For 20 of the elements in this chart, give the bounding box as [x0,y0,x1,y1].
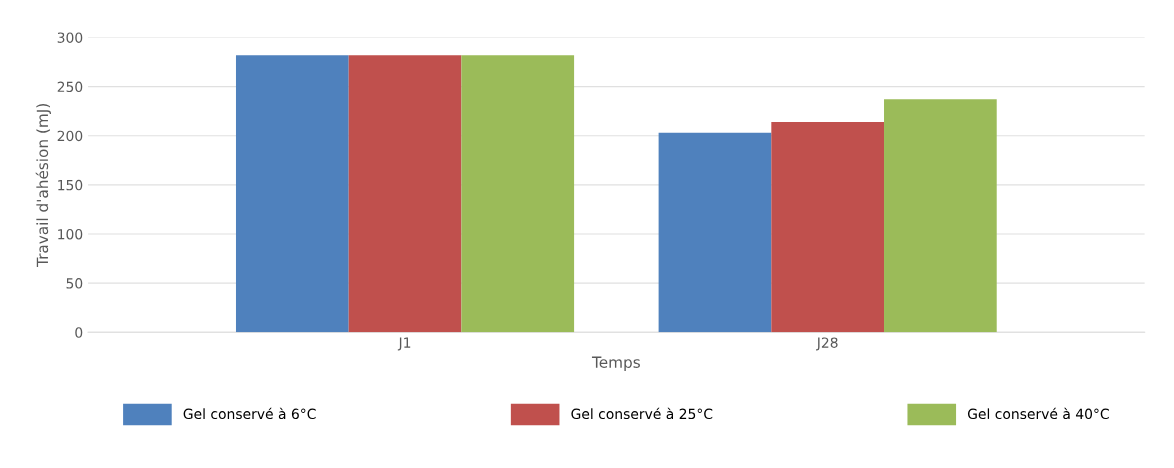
x-tick-label: J1 [397,337,411,351]
legend-label: Gel conservé à 40°C [967,407,1109,420]
bar [884,99,997,333]
bar [658,132,772,333]
x-axis-title: Temps [591,356,640,371]
bar [235,55,349,333]
y-axis-title: Travail d'ahésion (mJ) [35,104,51,268]
y-tick-label: 50 [66,278,83,289]
bar [461,55,575,333]
y-tick-label: 150 [58,179,83,191]
y-tick-label: 100 [58,228,83,240]
y-tick-label: 0 [75,327,83,338]
y-tick-label: 300 [57,32,83,43]
y-tick-label: 200 [57,130,83,142]
legend-label: Gel conservé à 6°C [183,407,316,420]
legend-label: Gel conservé à 25°C [571,407,713,420]
bar [348,55,462,333]
bar [771,121,885,333]
x-tick-label: J28 [816,337,838,351]
y-tick-label: 250 [57,81,83,93]
